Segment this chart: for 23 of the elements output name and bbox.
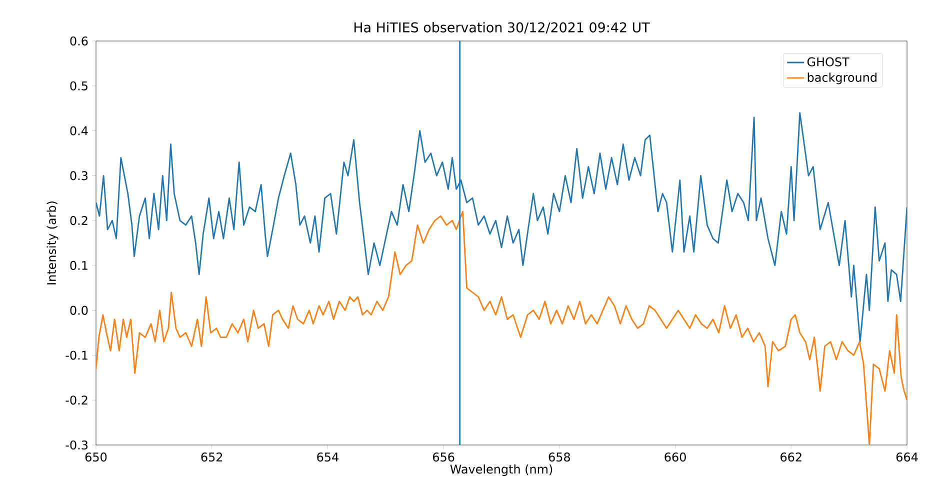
y-tick-label: 0.1 <box>70 260 88 270</box>
y-tick-label: 0.4 <box>70 126 88 136</box>
legend-label: GHOST <box>807 57 850 66</box>
x-tick-label: 650 <box>85 452 107 462</box>
legend-label: background <box>808 72 876 84</box>
x-tick-label: 658 <box>548 452 570 462</box>
y-tick-label: 0.5 <box>70 81 88 90</box>
x-tick-label: 654 <box>317 452 338 462</box>
x-tick-label: 652 <box>201 452 222 462</box>
x-tick-label: 660 <box>664 452 686 462</box>
y-tick-label: -0.1 <box>66 350 88 360</box>
y-tick-label: 0.3 <box>70 171 88 180</box>
x-tick-label: 664 <box>896 452 918 462</box>
chart-title: Ha HiTIES observation 30/12/2021 09:42 UT <box>354 22 650 34</box>
x-tick-label: 662 <box>780 452 802 462</box>
x-tick-label: 656 <box>432 452 454 462</box>
y-axis-title: Intensity (arb) <box>46 202 58 284</box>
y-tick-label: 0.6 <box>70 36 88 46</box>
x-axis-title: Wavelength (nm) <box>450 464 552 476</box>
y-tick-label: -0.2 <box>66 396 88 405</box>
y-tick-label: -0.3 <box>66 440 88 450</box>
y-tick-label: 0.0 <box>70 306 88 315</box>
y-tick-label: 0.2 <box>70 216 88 226</box>
